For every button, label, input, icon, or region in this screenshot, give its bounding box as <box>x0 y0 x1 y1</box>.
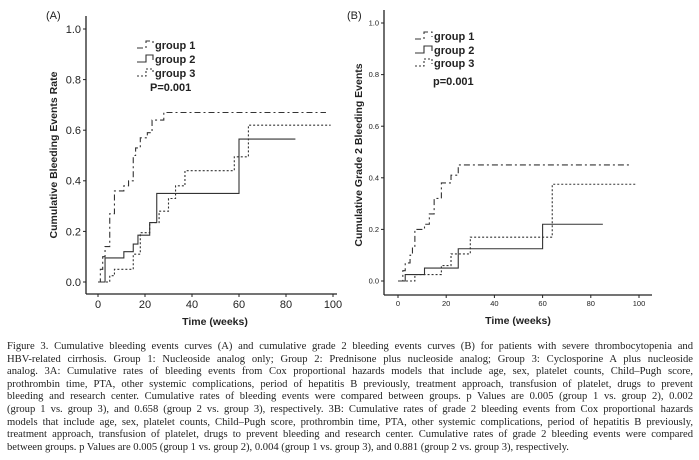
caption-line: (group 1 vs. group 3), and 0.658 (group … <box>7 403 693 415</box>
legend-label: group 3 <box>155 68 195 80</box>
legend-label: group 2 <box>155 54 195 66</box>
x-tick-label: 20 <box>139 299 151 311</box>
x-axis-title-b: Time (weeks) <box>485 315 551 327</box>
x-axis-title-a: Time (weeks) <box>182 316 248 328</box>
caption-line: between groups. p Values are 0.005 (grou… <box>7 441 569 453</box>
y-tick-label: 0.4 <box>66 176 81 188</box>
x-tick-label: 80 <box>587 299 595 308</box>
x-tick-label: 20 <box>442 299 450 308</box>
legend-swatch-group-3 <box>137 68 154 77</box>
x-tick-label: 80 <box>280 299 292 311</box>
chart-a: (A) Cumulative Bleeding Events Rate Time… <box>46 10 342 328</box>
caption-line: models that include age, sex, platelet c… <box>7 416 693 428</box>
y-tick-label: 0.6 <box>66 125 81 137</box>
y-axis-title-b: Cumulative Grade 2 Bleeding Events <box>353 63 365 246</box>
legend-swatch-group-1 <box>415 31 433 40</box>
legend-label: group 3 <box>434 58 474 70</box>
p-value-b: p=0.001 <box>433 76 474 88</box>
series-line-group-3 <box>398 183 637 282</box>
figure: (A) Cumulative Bleeding Events Rate Time… <box>46 10 652 328</box>
y-tick-label: 0.2 <box>369 225 379 234</box>
x-tick-label: 0 <box>95 299 101 311</box>
x-tick-label: 60 <box>233 299 245 311</box>
y-tick-label: 0.2 <box>66 226 81 238</box>
y-tick-label: 0.0 <box>66 277 81 289</box>
legend-swatch-group-3 <box>415 58 433 67</box>
caption-line: treatment approach, transfusion of plate… <box>7 429 693 441</box>
caption-line: HBV-related cirrhosis. Group 1: Nucleosi… <box>7 353 693 365</box>
y-tick-label: 1.0 <box>369 19 379 28</box>
x-tick-label: 0 <box>396 299 400 308</box>
series-line-group-1 <box>398 164 632 282</box>
legend-swatch-group-2 <box>415 45 433 54</box>
caption-line: analog. 3A: Cumulative rates of bleeding… <box>7 366 693 378</box>
y-tick-label: 1.0 <box>66 24 81 36</box>
series-line-group-1 <box>98 111 326 283</box>
series-line-group-3 <box>98 124 331 283</box>
x-tick-label: 40 <box>186 299 198 311</box>
series-line-group-2 <box>98 138 296 283</box>
series-line-group-2 <box>398 223 603 282</box>
panel-label-b: (B) <box>347 10 362 22</box>
y-axis-title-a: Cumulative Bleeding Events Rate <box>48 71 60 238</box>
legend-label: group 2 <box>434 45 474 57</box>
x-tick-label: 100 <box>324 299 342 311</box>
caption-line: Figure 3. Cumulative bleeding events cur… <box>7 341 693 352</box>
figure-caption: Figure 3. Cumulative bleeding events cur… <box>7 341 693 454</box>
y-tick-label: 0.8 <box>66 74 81 86</box>
x-tick-label: 40 <box>490 299 498 308</box>
x-tick-label: 60 <box>538 299 546 308</box>
y-tick-label: 0.8 <box>369 70 379 79</box>
caption-line: bleeding and research center. Cumulative… <box>7 391 693 403</box>
y-tick-label: 0.6 <box>369 122 379 131</box>
caption-line: prothrombin time, PTA, other systemic co… <box>7 378 693 390</box>
legend-label: group 1 <box>155 40 195 52</box>
chart-b: (B) Cumulative Grade 2 Bleeding Events T… <box>347 10 652 327</box>
panel-label-a: (A) <box>46 10 61 22</box>
y-tick-label: 0.0 <box>369 277 379 286</box>
p-value-a: P=0.001 <box>150 82 191 94</box>
legend-swatch-group-1 <box>137 40 154 49</box>
legend-label: group 1 <box>434 31 474 43</box>
y-tick-label: 0.4 <box>369 173 379 182</box>
x-tick-label: 100 <box>633 299 646 308</box>
legend-swatch-group-2 <box>137 54 154 63</box>
